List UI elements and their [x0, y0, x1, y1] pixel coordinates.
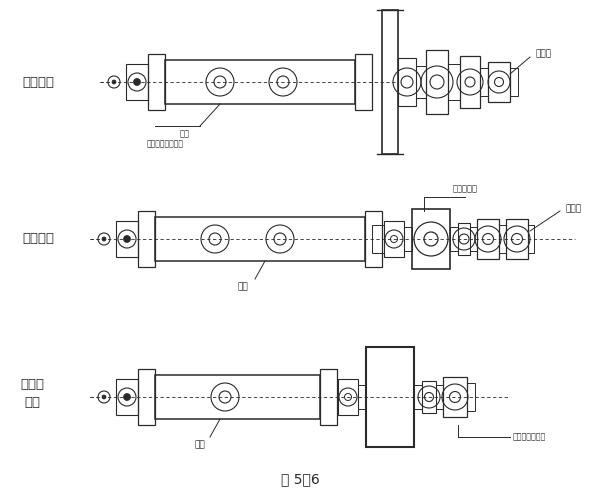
Bar: [414, 385, 422, 409]
Bar: [412, 209, 450, 269]
Bar: [155, 375, 320, 419]
Text: 大齿轮齿圈小齿轮: 大齿轮齿圈小齿轮: [147, 140, 183, 149]
Circle shape: [133, 79, 141, 85]
Bar: [443, 377, 467, 417]
Bar: [355, 54, 372, 110]
Bar: [458, 223, 470, 255]
Bar: [422, 381, 436, 413]
Bar: [116, 379, 138, 415]
Text: 电动机: 电动机: [535, 50, 551, 59]
Bar: [372, 225, 384, 253]
Bar: [155, 217, 365, 261]
Bar: [148, 54, 165, 110]
Bar: [448, 64, 460, 100]
Bar: [480, 68, 488, 96]
Circle shape: [102, 395, 106, 399]
Bar: [467, 383, 475, 411]
Circle shape: [123, 394, 130, 401]
Bar: [506, 219, 528, 259]
Text: 磨机: 磨机: [237, 282, 248, 292]
Bar: [384, 221, 404, 257]
Bar: [382, 10, 398, 154]
Text: 驱动: 驱动: [24, 397, 40, 410]
Bar: [338, 379, 358, 415]
Text: 图 5－6: 图 5－6: [281, 472, 319, 486]
Bar: [116, 221, 138, 257]
Bar: [450, 227, 458, 251]
Bar: [365, 211, 382, 267]
Bar: [528, 225, 534, 253]
Text: 磨机: 磨机: [180, 130, 190, 139]
Circle shape: [112, 80, 116, 84]
Bar: [426, 50, 448, 114]
Bar: [138, 369, 155, 425]
Bar: [320, 369, 337, 425]
Text: 电动机: 电动机: [565, 204, 581, 214]
Text: 中心驱动: 中心驱动: [22, 233, 54, 246]
Bar: [165, 60, 355, 104]
Bar: [416, 66, 426, 98]
Bar: [488, 62, 510, 102]
Bar: [404, 227, 412, 251]
Bar: [460, 56, 480, 108]
Bar: [126, 64, 148, 100]
Bar: [499, 225, 506, 253]
Bar: [477, 219, 499, 259]
Circle shape: [102, 237, 106, 241]
Bar: [510, 68, 518, 96]
Text: 超低速同步电机: 超低速同步电机: [513, 432, 546, 441]
Circle shape: [123, 236, 130, 243]
Bar: [138, 211, 155, 267]
Text: 侧面驱动: 侧面驱动: [22, 76, 54, 88]
Bar: [398, 58, 416, 106]
Bar: [436, 385, 443, 409]
Text: 齿轮减速口: 齿轮减速口: [453, 184, 478, 193]
Text: 磨机: 磨机: [195, 440, 206, 449]
Bar: [470, 227, 477, 251]
Text: 无齿轮: 无齿轮: [20, 378, 44, 391]
Bar: [358, 385, 366, 409]
Bar: [366, 347, 414, 447]
